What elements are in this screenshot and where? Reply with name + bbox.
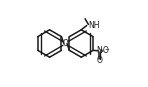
Text: −: − xyxy=(104,47,109,52)
Text: NH: NH xyxy=(89,21,100,30)
Text: O: O xyxy=(62,39,68,48)
Text: N: N xyxy=(97,46,102,55)
Text: O: O xyxy=(97,56,103,65)
Text: +: + xyxy=(99,47,103,52)
Text: O: O xyxy=(102,46,108,55)
